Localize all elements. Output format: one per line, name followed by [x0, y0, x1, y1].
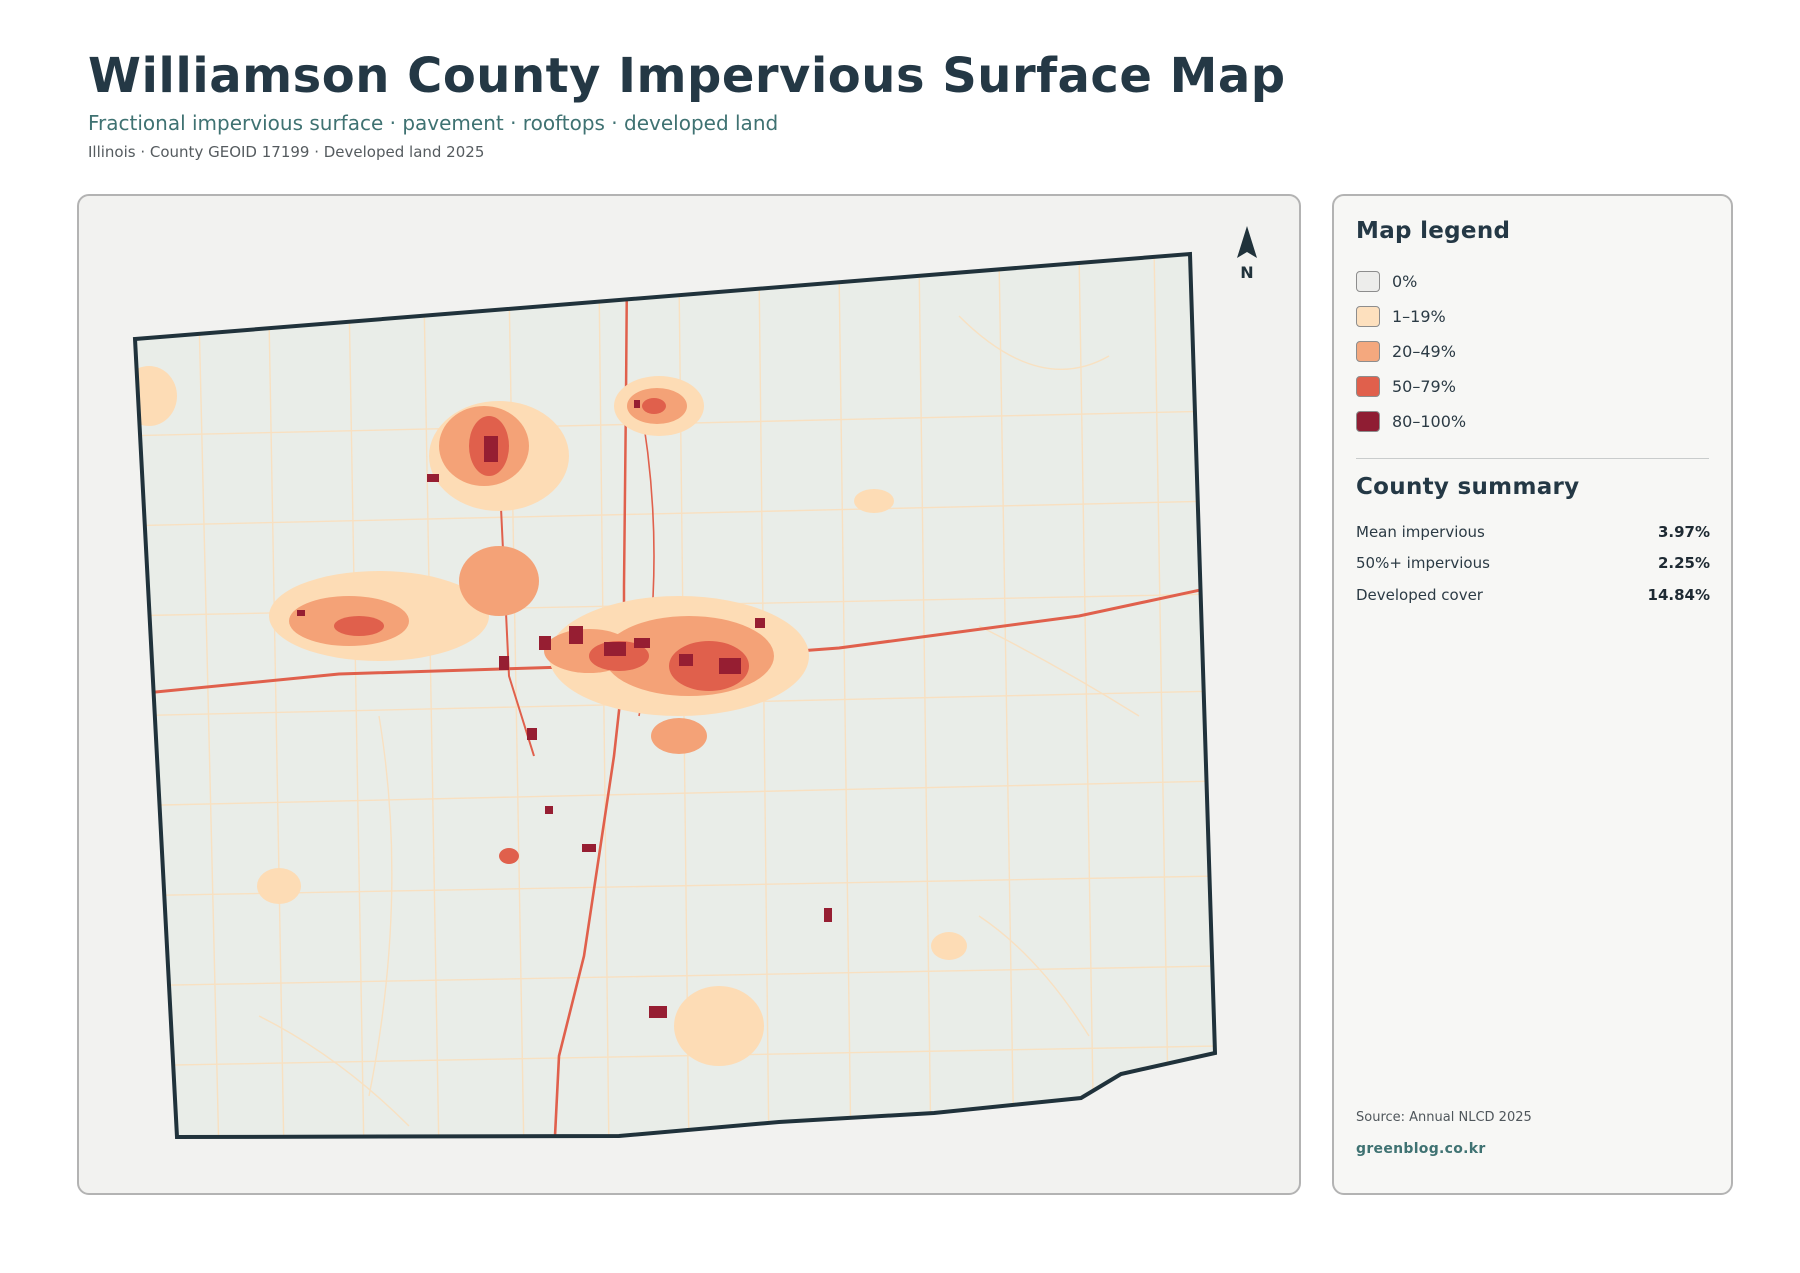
map-panel[interactable]: N — [77, 194, 1301, 1195]
summary-row-mean: Mean impervious 3.97% — [1356, 516, 1710, 548]
county-boundary — [132, 251, 1218, 1140]
map-header: Williamson County Impervious Surface Map… — [88, 46, 1388, 162]
summary-label: 50%+ impervious — [1356, 554, 1490, 573]
urban-core-areas — [297, 400, 832, 1018]
summary-value: 14.84% — [1647, 585, 1710, 604]
urban-high-areas — [334, 398, 749, 864]
north-arrow: N — [1237, 226, 1257, 282]
north-label: N — [1240, 263, 1253, 282]
summary-value: 2.25% — [1657, 554, 1710, 573]
data-source: Source: Annual NLCD 2025 — [1356, 1110, 1532, 1125]
map-canvas[interactable]: N — [79, 196, 1301, 1195]
legend-item: 0% — [1356, 264, 1466, 299]
legend-item: 80–100% — [1356, 404, 1466, 439]
legend-swatch — [1356, 411, 1380, 432]
summary-label: Developed cover — [1356, 585, 1483, 604]
legend-swatch — [1356, 306, 1380, 327]
summary-list: Mean impervious 3.97% 50%+ impervious 2.… — [1356, 516, 1710, 611]
legend-item: 20–49% — [1356, 334, 1466, 369]
summary-value: 3.97% — [1657, 522, 1710, 541]
legend-swatch — [1356, 271, 1380, 292]
legend-label: 50–79% — [1392, 377, 1456, 396]
north-arrow-icon — [1237, 226, 1257, 258]
summary-title: County summary — [1356, 474, 1580, 500]
legend-swatch — [1356, 341, 1380, 362]
legend-swatch — [1356, 376, 1380, 397]
page-meta: Illinois · County GEOID 17199 · Develope… — [88, 143, 485, 161]
legend-title: Map legend — [1356, 218, 1511, 244]
summary-label: Mean impervious — [1356, 522, 1485, 541]
legend-label: 20–49% — [1392, 342, 1456, 361]
legend-item: 1–19% — [1356, 299, 1466, 334]
panel-divider — [1356, 458, 1709, 459]
credit-link[interactable]: greenblog.co.kr — [1356, 1141, 1486, 1157]
summary-row-50plus: 50%+ impervious 2.25% — [1356, 548, 1710, 580]
legend-list: 0% 1–19% 20–49% 50–79% 80–100% — [1356, 264, 1466, 439]
summary-row-developed: Developed cover 14.84% — [1356, 579, 1710, 611]
page-title: Williamson County Impervious Surface Map — [88, 48, 1286, 104]
page-subtitle: Fractional impervious surface · pavement… — [88, 111, 779, 135]
legend-label: 80–100% — [1392, 412, 1467, 431]
legend-label: 0% — [1392, 272, 1418, 291]
legend-label: 1–19% — [1392, 307, 1446, 326]
side-panel: Map legend 0% 1–19% 20–49% 50–79% 80–100… — [1332, 194, 1733, 1195]
legend-item: 50–79% — [1356, 369, 1466, 404]
